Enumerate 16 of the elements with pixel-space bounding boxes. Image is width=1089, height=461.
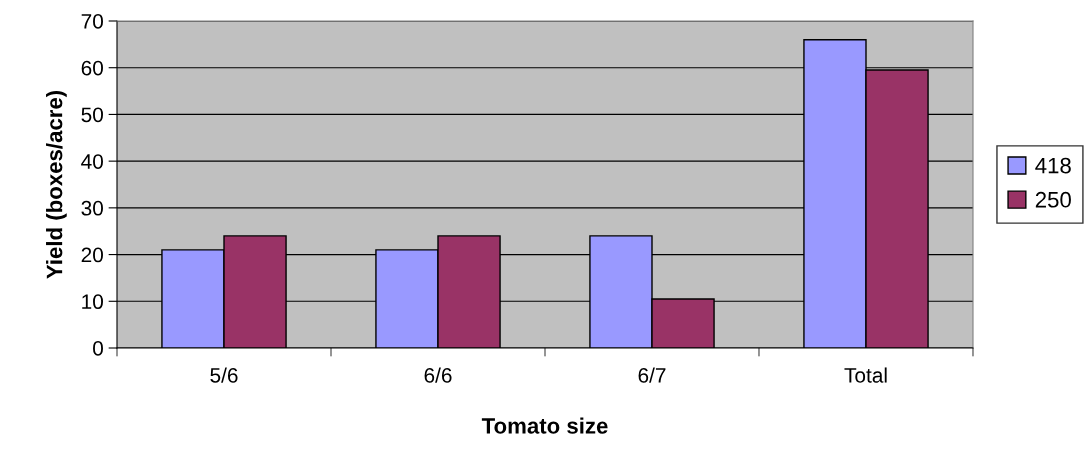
y-tick-label: 0 xyxy=(93,341,103,356)
y-tick-label: 60 xyxy=(81,60,103,76)
y-tick-label: 20 xyxy=(81,247,103,263)
x-tick-label: 6/7 xyxy=(638,367,666,383)
x-axis-title: Tomato size xyxy=(481,417,608,434)
x-tick-label: Total xyxy=(844,367,887,383)
x-tick-label: 6/6 xyxy=(424,367,452,383)
y-tick-label: 40 xyxy=(81,154,103,169)
legend-label: 418 xyxy=(1035,157,1071,174)
y-tick-label: 10 xyxy=(82,294,103,310)
x-tick-label: 5/6 xyxy=(210,367,238,383)
y-axis-title: Yield (boxes/acre) xyxy=(46,90,67,279)
y-tick-label: 30 xyxy=(81,200,103,216)
y-tick-label: 70 xyxy=(81,14,103,29)
legend-label: 250 xyxy=(1035,191,1071,208)
y-tick-label: 50 xyxy=(81,107,103,123)
